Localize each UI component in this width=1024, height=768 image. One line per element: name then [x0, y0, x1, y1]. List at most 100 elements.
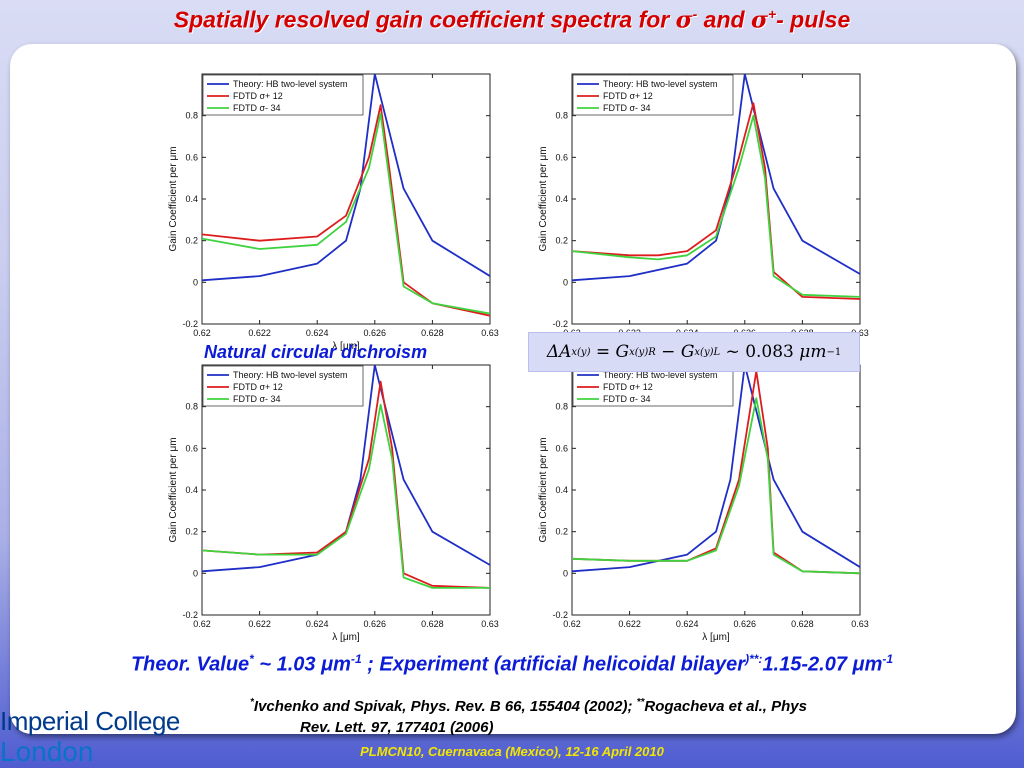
- sigma-minus-sup: -: [692, 6, 698, 22]
- y-tick-label: -0.2: [552, 319, 568, 329]
- theor-sup: -1: [882, 652, 894, 666]
- y-tick-label: 0.2: [555, 236, 568, 246]
- x-tick-label: 0.628: [791, 619, 814, 629]
- x-axis-label: λ [μm]: [332, 632, 360, 643]
- y-tick-label: 0.4: [555, 194, 568, 204]
- y-axis-label: Gain Coefficient per μm: [538, 146, 549, 251]
- legend-entry: FDTD σ+ 12: [233, 91, 283, 101]
- legend: Theory: HB two-level system FDTD σ+ 12 FDT…: [202, 365, 364, 407]
- x-axis-label: λ [μm]: [702, 632, 730, 643]
- x-tick-label: 0.626: [364, 328, 387, 338]
- experiment-label: ; Experiment (artificial helicoidal bila…: [361, 653, 746, 676]
- x-tick-label: 0.63: [851, 619, 869, 629]
- x-tick-label: 0.62: [193, 328, 211, 338]
- legend-entry: FDTD σ+ 12: [603, 91, 653, 101]
- series-line: [572, 74, 860, 282]
- y-tick-label: 0.8: [185, 111, 198, 121]
- series-group: [202, 74, 490, 317]
- london-logo: London: [0, 736, 94, 767]
- title-pulse: - pulse: [776, 6, 851, 33]
- x-tick-label: 0.624: [306, 619, 329, 629]
- chart-bottom-left: 0.62 0.622 0.624 0.626 0.628 0.63 -0.2 0 0.2 0.4 0…: [168, 364, 499, 643]
- y-tick-label: 0: [193, 568, 198, 578]
- formula-sup: −1: [826, 346, 842, 358]
- ref-sup: *: [250, 697, 254, 708]
- x-tick-label: 0.628: [421, 328, 444, 338]
- y-tick-label: 0.4: [185, 485, 198, 495]
- y-axis-label: Gain Coefficient per μm: [168, 146, 179, 251]
- reference-1: Ivchenko and Spivak, Phys. Rev. B 66, 15…: [253, 698, 637, 715]
- reference-2-cont: Rev. Lett. 97, 177401 (2006): [300, 719, 494, 736]
- plot-top-right: 0.620.6220.6240.6260.6280.63-0.200.20.40…: [530, 64, 870, 364]
- sigma-symbol: σ: [750, 6, 768, 34]
- sigma-symbol: σ: [675, 6, 693, 34]
- slide-title: Spatially resolved gain coefficient spec…: [0, 6, 1024, 34]
- formula-sub: x(y)L: [694, 346, 721, 358]
- legend-entry: FDTD σ+ 12: [603, 382, 653, 392]
- x-tick-label: 0.622: [248, 328, 271, 338]
- y-tick-label: 0.2: [185, 236, 198, 246]
- series-line: [572, 365, 860, 573]
- y-tick-label: -0.2: [182, 610, 198, 620]
- y-tick-label: 0.6: [555, 152, 568, 162]
- chart-bottom-right: 0.62 0.622 0.624 0.626 0.628 0.63 -0.2 0 0.2 0.4 0…: [538, 364, 869, 643]
- y-tick-label: 0: [563, 568, 568, 578]
- y-tick-label: -0.2: [182, 319, 198, 329]
- legend: Theory: HB two-level system FDTD σ+ 12 FDT…: [572, 74, 734, 116]
- theor-value: ~ 1.03 μm: [253, 653, 351, 676]
- y-tick-label: -0.2: [552, 610, 568, 620]
- y-tick-label: 0: [193, 277, 198, 287]
- plot-area: [571, 73, 861, 325]
- x-tick-label: 0.622: [618, 619, 641, 629]
- y-tick-label: 0.2: [555, 527, 568, 537]
- x-tick-label: 0.62: [193, 619, 211, 629]
- title-and: and: [697, 6, 751, 33]
- series-line: [202, 365, 490, 573]
- y-tick-label: 0.4: [185, 194, 198, 204]
- y-tick-label: 0.8: [555, 402, 568, 412]
- y-axis-label: Gain Coefficient per μm: [538, 437, 549, 542]
- legend-box: [572, 365, 734, 407]
- x-tick-label: 0.62: [563, 619, 581, 629]
- natural-circular-dichroism-label: Natural circular dichroism: [204, 342, 428, 362]
- y-tick-label: 0.6: [185, 443, 198, 453]
- experiment-value: 1.15-2.07 μm: [762, 653, 883, 676]
- legend-entry: Theory: HB two-level system: [233, 370, 348, 380]
- theor-sup: *: [249, 652, 254, 666]
- x-tick-label: 0.63: [481, 328, 499, 338]
- series-line: [202, 104, 490, 317]
- x-tick-label: 0.626: [734, 619, 757, 629]
- formula-eq: =: [590, 342, 616, 362]
- formula-sub: x(y): [571, 346, 591, 358]
- legend-entry: FDTD σ- 34: [603, 394, 651, 404]
- series-line: [202, 380, 490, 589]
- legend-entry: FDTD σ- 34: [233, 394, 281, 404]
- x-tick-label: 0.622: [248, 619, 271, 629]
- x-axis-label: λ [μm]: [332, 341, 360, 352]
- plot-top-left: 0.62 0.622 0.624 0.626 0.628 0.63 -0.2 0 0.2 0.4 0…: [160, 64, 500, 364]
- reference-2: Rogacheva et al., Phys: [644, 698, 807, 715]
- legend: Theory: HB two-level system FDTD σ+ 12 FDT…: [572, 365, 734, 407]
- series-group: [202, 365, 490, 589]
- formula-g-l: G: [680, 342, 695, 362]
- plot-bottom-left: 0.62 0.622 0.624 0.626 0.628 0.63 -0.2 0 0.2 0.4 0…: [160, 355, 500, 655]
- x-tick-label: 0.63: [481, 619, 499, 629]
- y-tick-label: 0.2: [185, 527, 198, 537]
- formula-unit: μm: [799, 342, 827, 362]
- formula-value: ~ 0.083: [720, 342, 800, 362]
- series-line: [202, 112, 490, 315]
- series-group: [572, 365, 860, 575]
- legend-entry: FDTD σ- 34: [603, 103, 651, 113]
- formula-sub: x(y)R: [629, 346, 656, 358]
- x-tick-label: 0.624: [306, 328, 329, 338]
- ref-sup: **: [636, 697, 645, 708]
- theoretical-value-line: Theor. Value* ~ 1.03 μm-1 ; Experiment (…: [0, 652, 1024, 677]
- series-line: [572, 114, 860, 298]
- series-group: [572, 74, 860, 300]
- x-tick-label: 0.63: [851, 328, 869, 338]
- legend: Theory: HB two-level system FDTD σ+ 12 FDT…: [202, 74, 364, 116]
- title-text: Spatially resolved gain coefficient spec…: [173, 6, 676, 33]
- legend-entry: Theory: HB two-level system: [603, 79, 718, 89]
- plot-area: [201, 73, 491, 325]
